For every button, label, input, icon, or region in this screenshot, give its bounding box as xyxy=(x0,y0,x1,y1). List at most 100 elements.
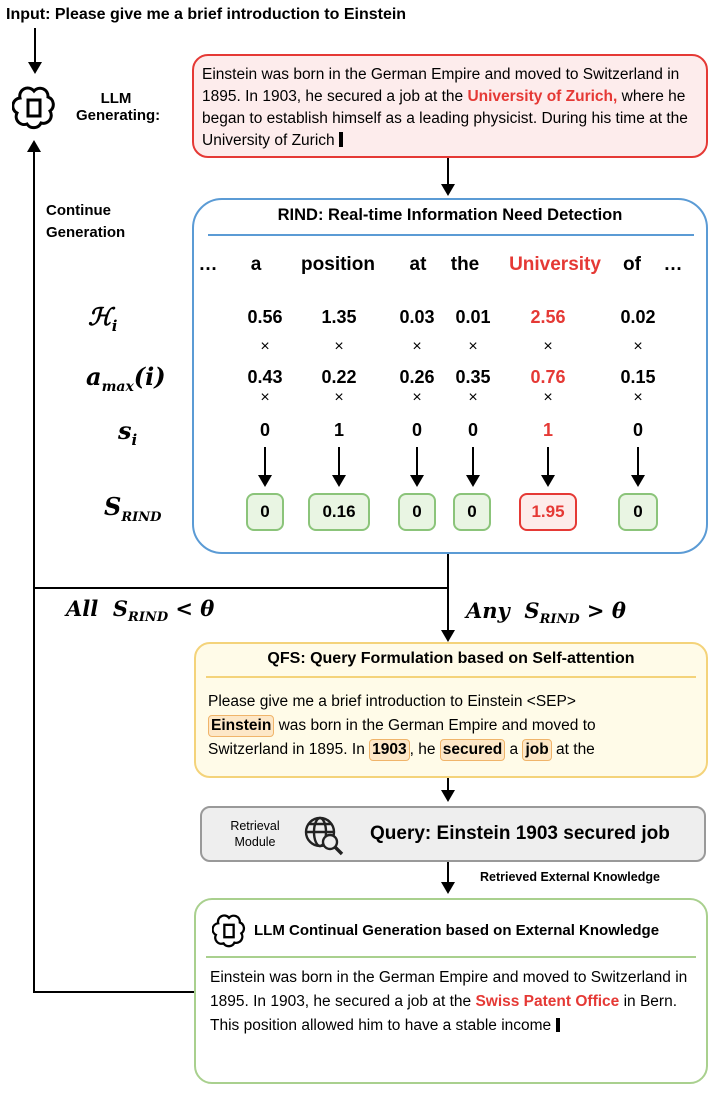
times-r1-3: × xyxy=(468,338,478,355)
input-label: Input: Please give me a brief introducti… xyxy=(6,6,407,23)
retrieval-module-label: Retrieval Module xyxy=(230,819,280,849)
feedback-arrowhead xyxy=(27,140,41,152)
s-value-2: 0 xyxy=(411,420,422,440)
retrieval-box: Retrieval Module Query: Einstein 1903 se… xyxy=(200,806,706,862)
qfs-keyword-job: job xyxy=(522,739,552,761)
rind-arrow-5 xyxy=(637,447,639,477)
h-value-3: 0.01 xyxy=(455,307,491,327)
llm-output-text-2: where he began to establish himself as a… xyxy=(202,88,688,149)
continue-line1: Continue xyxy=(46,202,111,219)
rind-arrow-1 xyxy=(338,447,340,477)
qfs-line3: Switzerland in 1895. In 1903, he secured… xyxy=(208,738,698,762)
rind-title: RIND: Real-time Information Need Detecti… xyxy=(277,206,623,224)
rind-arrowhead-5 xyxy=(631,475,645,487)
arrow-to-rind-shaft xyxy=(447,158,449,186)
llm-generating-label: LLM Generating: xyxy=(76,90,160,124)
h-value-5: 0.02 xyxy=(620,307,656,327)
llm-output-text-1: Einstein was born in the German Empire a… xyxy=(202,66,680,105)
a-value-2: 0.26 xyxy=(399,367,435,387)
label-s-rind: SRIND xyxy=(104,492,162,525)
token-the: the xyxy=(450,254,480,275)
label-a-max: amax(i) xyxy=(86,362,166,395)
times-r2-3: × xyxy=(468,389,478,406)
token-ellipsis-end: … xyxy=(663,254,683,275)
h-value-2: 0.03 xyxy=(399,307,435,327)
srind-box-1: 0.16 xyxy=(308,493,370,531)
rind-arrowhead-1 xyxy=(332,475,346,487)
times-r1-5: × xyxy=(633,338,643,355)
s-value-3: 0 xyxy=(467,420,478,440)
label-h-i: ℋi xyxy=(88,302,118,335)
a-value-0: 0.43 xyxy=(247,367,283,387)
a-value-3: 0.35 xyxy=(455,367,491,387)
feedback-bottom-line xyxy=(34,991,194,993)
llm-output-highlight: University of Zurich, xyxy=(467,88,618,105)
times-r1-2: × xyxy=(412,338,422,355)
branch-left-line xyxy=(34,587,449,589)
token-position: position xyxy=(301,254,375,275)
qfs-box: QFS: Query Formulation based on Self-att… xyxy=(194,642,708,778)
times-r2-5: × xyxy=(633,389,643,406)
continual-title: LLM Continual Generation based on Extern… xyxy=(254,922,660,939)
times-r2-0: × xyxy=(260,389,270,406)
token-a: a xyxy=(250,254,262,275)
web-search-icon xyxy=(304,816,344,856)
a-value-5: 0.15 xyxy=(620,367,656,387)
s-value-5: 0 xyxy=(632,420,643,440)
continual-box: LLM Continual Generation based on Extern… xyxy=(194,898,708,1084)
rind-arrow-4 xyxy=(547,447,549,477)
openai-logo-icon-small xyxy=(212,914,246,948)
openai-logo-icon xyxy=(12,86,55,130)
rind-arrowhead-0 xyxy=(258,475,272,487)
qfs-text: Please give me a brief introduction to E… xyxy=(208,690,698,762)
continual-divider xyxy=(206,956,696,958)
qfs-keyword-einstein: Einstein xyxy=(208,715,275,737)
token-ellipsis-start: … xyxy=(198,254,218,275)
s-value-0: 0 xyxy=(259,420,270,440)
branch-down-line xyxy=(447,588,449,632)
rind-arrow-2 xyxy=(416,447,418,477)
token-of: of xyxy=(623,254,641,275)
a-value-4: 0.76 xyxy=(530,367,566,387)
arrow-to-continual-head xyxy=(441,882,455,894)
arrow-to-retrieval-head xyxy=(441,790,455,802)
cursor-icon-2 xyxy=(555,1018,560,1032)
any-threshold-label: Any SRIND > θ xyxy=(466,598,626,628)
continue-generation-label: Continue Generation xyxy=(46,200,125,244)
qfs-line2: Einstein was born in the German Empire a… xyxy=(208,714,698,738)
retrieved-knowledge-label: Retrieved External Knowledge xyxy=(480,870,660,884)
qfs-divider xyxy=(206,676,696,678)
feedback-line xyxy=(33,150,35,993)
times-r2-4: × xyxy=(543,389,553,406)
qfs-keyword-secured: secured xyxy=(439,739,506,761)
llm-output-box: Einstein was born in the German Empire a… xyxy=(192,54,708,158)
qfs-keyword-1903: 1903 xyxy=(369,739,410,761)
times-r1-0: × xyxy=(260,338,270,355)
times-r2-2: × xyxy=(412,389,422,406)
token-at: at xyxy=(409,254,427,275)
rind-title-divider xyxy=(208,234,694,236)
srind-box-4: 1.95 xyxy=(519,493,577,531)
times-r2-1: × xyxy=(334,389,344,406)
rind-arrow-0 xyxy=(264,447,266,477)
label-s-i: si xyxy=(118,416,138,449)
h-value-1: 1.35 xyxy=(321,307,357,327)
qfs-title: QFS: Query Formulation based on Self-att… xyxy=(267,650,635,667)
srind-box-2: 0 xyxy=(398,493,436,531)
arrow-to-continual-shaft xyxy=(447,862,449,884)
srind-box-3: 0 xyxy=(453,493,491,531)
arrow-to-retrieval-shaft xyxy=(447,778,449,792)
a-value-1: 0.22 xyxy=(321,367,357,387)
branch-stem xyxy=(447,554,449,590)
continue-line2: Generation xyxy=(46,224,126,241)
rind-arrowhead-2 xyxy=(410,475,424,487)
s-value-4: 1 xyxy=(542,420,553,440)
retrieval-query: Query: Einstein 1903 secured job xyxy=(370,823,670,844)
all-threshold-label: All SRIND < θ xyxy=(66,596,215,626)
h-value-0: 0.56 xyxy=(247,307,283,327)
branch-down-arrowhead xyxy=(441,630,455,642)
input-arrowhead xyxy=(28,62,42,74)
s-value-1: 1 xyxy=(333,420,344,440)
rind-arrowhead-3 xyxy=(466,475,480,487)
times-r1-4: × xyxy=(543,338,553,355)
